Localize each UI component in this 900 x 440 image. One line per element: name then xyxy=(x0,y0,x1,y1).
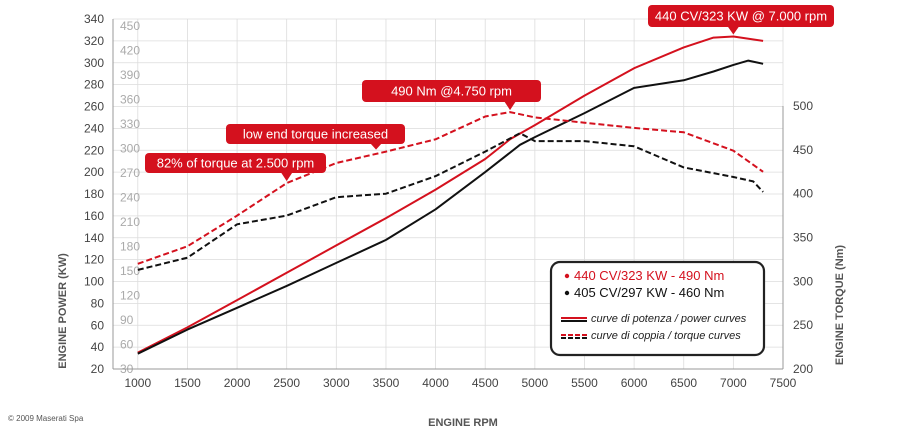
x-tick-label: 4500 xyxy=(472,376,499,390)
annotation-label: 440 CV/323 KW @ 7.000 rpm xyxy=(655,9,827,24)
y-tick-label-cv: 390 xyxy=(120,68,140,82)
x-tick-label: 3500 xyxy=(373,376,400,390)
y-tick-label-nm: 450 xyxy=(793,143,813,157)
y-tick-label-kw: 340 xyxy=(84,12,104,26)
y-tick-label-cv: 360 xyxy=(120,93,140,107)
annotation-box xyxy=(648,5,834,27)
y-tick-label-cv: 420 xyxy=(120,44,140,58)
torque-curve-red xyxy=(137,111,764,265)
y-tick-label-cv: 300 xyxy=(120,142,140,156)
annotation-box xyxy=(145,153,326,173)
x-tick-label: 6000 xyxy=(621,376,648,390)
annotation-label: 490 Nm @4.750 rpm xyxy=(391,84,512,99)
x-tick-label: 2500 xyxy=(273,376,300,390)
power-curve-black xyxy=(137,59,764,355)
copyright-notice: © 2009 Maserati Spa xyxy=(8,414,84,423)
y-tick-label-kw: 140 xyxy=(84,231,104,245)
annotations: 440 CV/323 KW @ 7.000 rpm 490 Nm @4.750 r… xyxy=(145,5,834,182)
y-tick-label-kw: 300 xyxy=(84,56,104,70)
y-tick-label-kw: 200 xyxy=(84,165,104,179)
legend-box xyxy=(549,260,766,357)
x-tick-label: 1000 xyxy=(124,376,151,390)
legend-torque-label: curve di coppia / torque curves xyxy=(591,330,741,342)
y-tick-label-nm: 500 xyxy=(793,99,813,113)
y-tick-label-cv: 210 xyxy=(120,215,140,229)
x-axis-title: ENGINE RPM xyxy=(428,417,498,429)
power-curve-red xyxy=(137,35,764,354)
legend-power-label: curve di potenza / power curves xyxy=(591,313,747,325)
y-tick-label-nm: 250 xyxy=(793,318,813,332)
y-tick-label-kw: 160 xyxy=(84,209,104,223)
x-tick-label: 3000 xyxy=(323,376,350,390)
y-tick-label-cv: 180 xyxy=(120,240,140,254)
x-tick-label: 7500 xyxy=(770,376,797,390)
y-tick-label-kw: 220 xyxy=(84,143,104,157)
y-tick-label-kw: 180 xyxy=(84,187,104,201)
y-tick-label-kw: 280 xyxy=(84,78,104,92)
annotation-pointer xyxy=(504,101,517,111)
y-tick-label-nm: 350 xyxy=(793,231,813,245)
y-axis-title-left: ENGINE POWER (KW) xyxy=(57,253,69,369)
series-lines xyxy=(137,35,764,355)
y-tick-label-cv: 120 xyxy=(120,289,140,303)
y-tick-label-kw: 120 xyxy=(84,253,104,267)
y-tick-label-kw: 100 xyxy=(84,275,104,289)
y-tick-label-cv: 240 xyxy=(120,191,140,205)
chart-legend: 440 CV/323 KW - 490 Nm 405 CV/297 KW - 46… xyxy=(549,260,766,357)
annotation-label: 82% of torque at 2.500 rpm xyxy=(157,156,315,171)
legend-dot xyxy=(564,273,570,279)
y-tick-label-cv: 330 xyxy=(120,117,140,131)
y-tick-label-cv: 90 xyxy=(120,313,134,327)
y-tick-label-kw: 20 xyxy=(91,362,105,376)
annotation-label: low end torque increased xyxy=(243,127,388,142)
torque-curve-black xyxy=(137,132,764,271)
x-tick-label: 7000 xyxy=(720,376,747,390)
x-tick-label: 6500 xyxy=(670,376,697,390)
y-tick-label-cv: 450 xyxy=(120,19,140,33)
annotation-box xyxy=(226,124,405,144)
y-tick-label-nm: 200 xyxy=(793,362,813,376)
x-tick-label: 2000 xyxy=(224,376,251,390)
legend-entry: 440 CV/323 KW - 490 Nm xyxy=(574,268,724,283)
x-tick-label: 4000 xyxy=(422,376,449,390)
legend-dot xyxy=(564,290,570,296)
chart-axes: 20 40 60 80 100 120 140 160 180 200 220 240 260 280 30… xyxy=(57,12,846,429)
y-tick-label-cv: 60 xyxy=(120,338,134,352)
y-tick-label-kw: 260 xyxy=(84,100,104,114)
x-tick-label: 5500 xyxy=(571,376,598,390)
y-tick-label-nm: 400 xyxy=(793,187,813,201)
y-tick-label-kw: 240 xyxy=(84,121,104,135)
annotation-box xyxy=(362,80,541,102)
y-tick-label-nm: 300 xyxy=(793,274,813,288)
y-tick-label-kw: 80 xyxy=(91,296,105,310)
y-tick-label-cv: 270 xyxy=(120,166,140,180)
x-tick-label: 1500 xyxy=(174,376,201,390)
annotation-pointer xyxy=(280,172,293,182)
y-tick-label-kw: 60 xyxy=(91,318,105,332)
y-axis-title-right: ENGINE TORQUE (Nm) xyxy=(834,245,846,366)
legend-entry: 405 CV/297 KW - 460 Nm xyxy=(574,285,724,300)
x-tick-label: 5000 xyxy=(522,376,549,390)
annotation-pointer xyxy=(370,143,383,150)
y-tick-label-kw: 40 xyxy=(91,340,105,354)
y-tick-label-kw: 320 xyxy=(84,34,104,48)
annotation-pointer xyxy=(727,26,740,35)
y-tick-label-cv: 150 xyxy=(120,264,140,278)
